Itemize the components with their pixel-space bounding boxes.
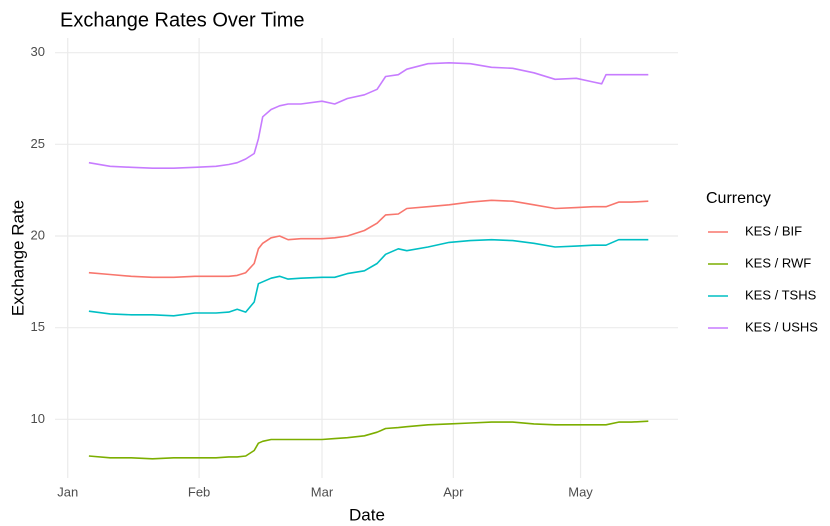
series-line [88, 62, 649, 169]
legend-label: KES / TSHS [745, 287, 817, 302]
x-tick-label: Feb [188, 484, 210, 499]
y-tick-label: 15 [31, 319, 45, 334]
y-tick-label: 20 [31, 227, 45, 242]
y-axis-title: Exchange Rate [8, 200, 27, 316]
x-tick-label: Jan [57, 484, 78, 499]
series-line [88, 199, 649, 279]
legend-label: KES / RWF [745, 255, 811, 270]
y-tick-label: 30 [31, 44, 45, 59]
series-line [88, 420, 649, 460]
x-axis-title: Date [349, 505, 385, 524]
y-tick-label: 25 [31, 136, 45, 151]
legend-title: Currency [706, 190, 771, 207]
x-tick-label: May [568, 484, 593, 499]
series-line [88, 238, 649, 317]
legend-label: KES / USHS [745, 319, 818, 334]
chart-title: Exchange Rates Over Time [60, 9, 305, 31]
x-tick-label: Apr [443, 484, 464, 499]
x-tick-label: Mar [311, 484, 334, 499]
legend-label: KES / BIF [745, 223, 802, 238]
y-tick-label: 10 [31, 411, 45, 426]
